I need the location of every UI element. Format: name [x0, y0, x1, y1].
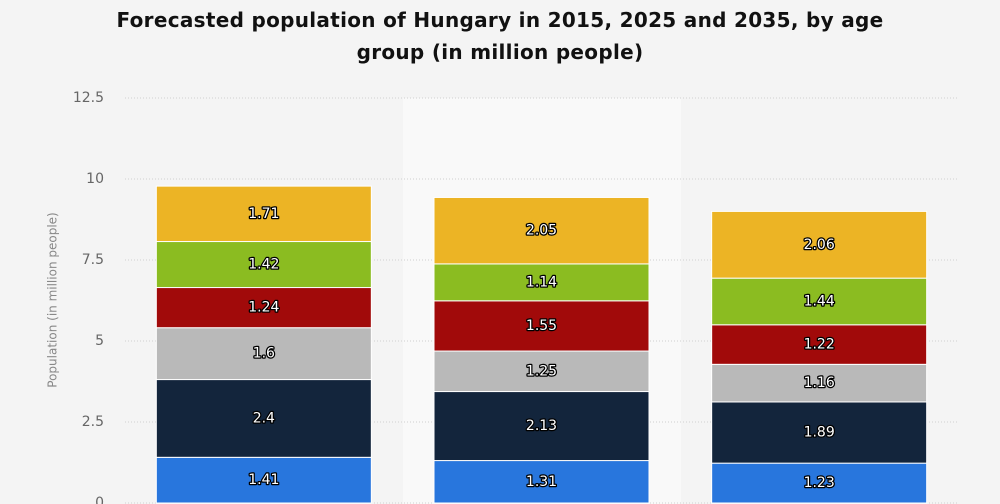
bar-segment: [433, 263, 650, 302]
data-label: 1.23: [804, 475, 835, 491]
y-tick-label: 7.5: [82, 252, 104, 268]
bar-segment: [433, 300, 650, 352]
y-tick-label: 2.5: [82, 414, 104, 430]
data-label: 1.31: [526, 474, 557, 490]
data-label: 1.14: [526, 274, 557, 290]
bar-segment: [711, 210, 928, 279]
data-label: 1.55: [526, 318, 557, 334]
data-label: 1.44: [804, 293, 835, 309]
bar-segment: [711, 363, 928, 403]
data-label: 2.06: [804, 237, 835, 253]
data-label: 1.71: [248, 206, 279, 222]
y-tick-label: 0: [95, 495, 104, 504]
y-axis-label: Population (in million people): [46, 212, 60, 387]
data-label: 1.16: [804, 375, 835, 391]
bar-segment: [155, 456, 372, 504]
y-tick-label: 5: [95, 333, 104, 349]
bar-segment: [155, 327, 372, 381]
bar-segment: [711, 462, 928, 504]
bar-segment: [711, 324, 928, 365]
data-label: 2.05: [526, 223, 557, 239]
data-label: 1.6: [253, 346, 275, 362]
bar-segment: [433, 196, 650, 265]
bar-segment: [155, 241, 372, 289]
data-label: 1.89: [804, 425, 835, 441]
data-label: 2.13: [526, 418, 557, 434]
bar-segment: [433, 391, 650, 462]
bar-segment: [155, 287, 372, 329]
data-label: 2.4: [253, 410, 275, 426]
data-label: 1.25: [526, 363, 557, 379]
data-label: 1.24: [248, 300, 279, 316]
y-tick-label: 10: [86, 171, 104, 187]
data-label: 1.22: [804, 337, 835, 353]
bar-segment: [155, 379, 372, 458]
bar-segment: [155, 185, 372, 243]
data-label: 1.42: [248, 257, 279, 273]
data-label: 1.41: [248, 472, 279, 488]
y-tick-label: 12.5: [73, 90, 104, 106]
chart-title: Forecasted population of Hungary in 2015…: [116, 8, 884, 64]
bar-segment: [433, 350, 650, 393]
